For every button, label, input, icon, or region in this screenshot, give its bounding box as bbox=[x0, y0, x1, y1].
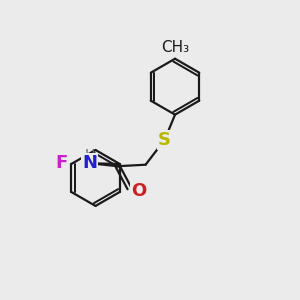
Text: CH₃: CH₃ bbox=[161, 40, 189, 55]
Text: S: S bbox=[158, 131, 171, 149]
Text: H: H bbox=[85, 148, 95, 162]
Text: F: F bbox=[56, 154, 68, 172]
Text: O: O bbox=[131, 182, 146, 200]
Text: N: N bbox=[82, 154, 97, 172]
